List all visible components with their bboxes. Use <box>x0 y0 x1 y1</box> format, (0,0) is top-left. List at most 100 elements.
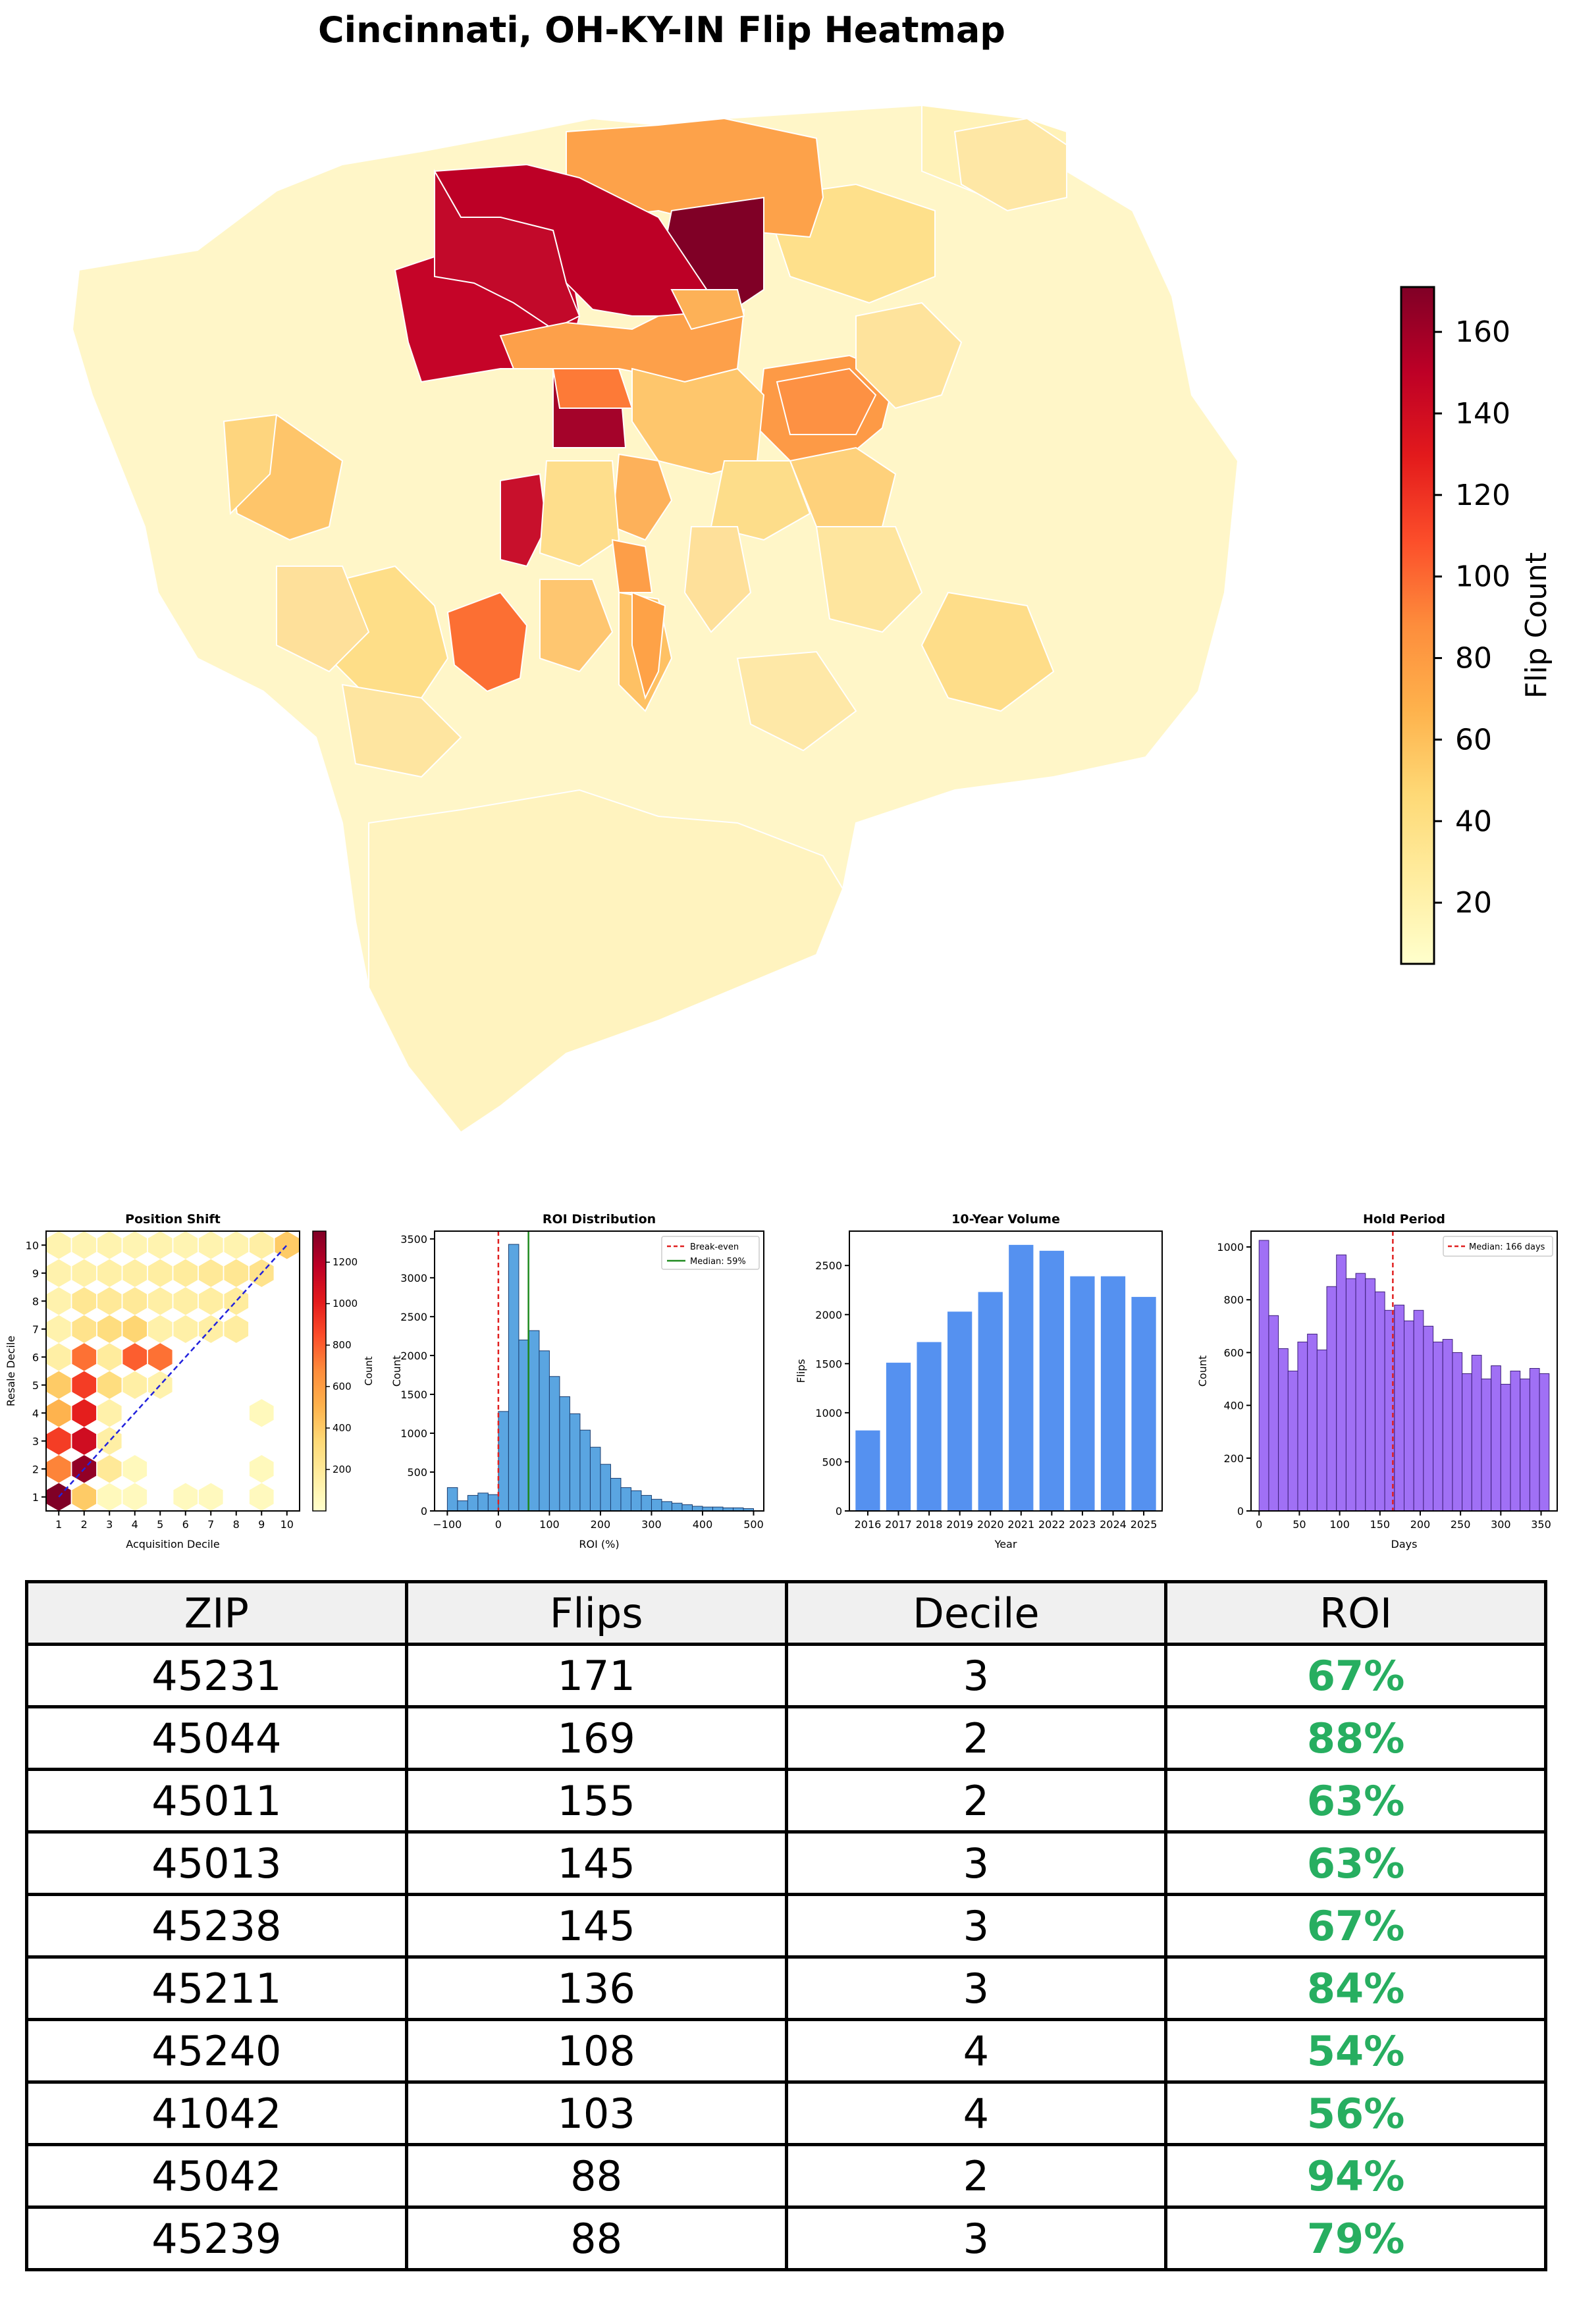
histogram-bar <box>671 1502 683 1512</box>
x-tick-label: 2025 <box>1131 1518 1158 1531</box>
x-tick-label: −100 <box>433 1518 462 1531</box>
hold-period-bar <box>1287 1371 1298 1512</box>
histogram-bar <box>681 1504 693 1512</box>
decile-cell: 3 <box>784 1955 1168 2021</box>
hold-period-bar <box>1297 1341 1308 1512</box>
hexbin-cell <box>249 1455 274 1483</box>
x-tick-label: 7 <box>207 1518 214 1531</box>
chart-title: Position Shift <box>125 1212 221 1227</box>
hexbin-cell <box>275 1231 300 1259</box>
hold-period-bar <box>1510 1371 1521 1512</box>
hold-period-bar <box>1365 1278 1375 1512</box>
y-tick-label: 0 <box>836 1505 842 1518</box>
x-tick-label: 300 <box>1491 1518 1511 1531</box>
hexbin-cell <box>46 1455 71 1483</box>
header-zip: ZIP <box>25 1580 408 1646</box>
hexbin-cell <box>122 1315 147 1343</box>
histogram-bar <box>579 1429 591 1512</box>
histogram-bar <box>569 1413 581 1512</box>
volume-bar <box>1131 1296 1156 1511</box>
table-row: 45239 88 3 79% <box>25 2205 1547 2271</box>
roi-distribution-chart: −100 0 100 200 300 400 500 0 500 1000 1500 2000 2500… <box>390 1212 764 1550</box>
roi-cell: 54% <box>1164 2018 1547 2084</box>
hexbin-cell <box>224 1231 249 1259</box>
map-colorbar-ticks: 20 40 60 80 100 120 140 160 <box>1434 315 1510 920</box>
y-tick-label: 1000 <box>1217 1241 1244 1254</box>
x-tick-label: 200 <box>591 1518 611 1531</box>
hexbin-cell <box>122 1231 147 1259</box>
hexbin-cell <box>46 1287 71 1315</box>
histogram-bar <box>467 1494 479 1512</box>
hexbin-cell <box>72 1231 97 1259</box>
plot-frame <box>1250 1230 1558 1512</box>
histogram-bar <box>498 1411 509 1512</box>
colorbar-tick-label: 1000 <box>333 1298 358 1309</box>
hexbin-cell <box>122 1259 147 1287</box>
x-tick-label: 2 <box>81 1518 88 1531</box>
y-tick-label: 400 <box>1223 1400 1244 1412</box>
diagonal-line <box>58 1244 288 1498</box>
roi-cell: 63% <box>1164 1830 1547 1896</box>
map-region-ne2 <box>776 367 877 435</box>
hold-period-bar <box>1345 1278 1356 1512</box>
y-tick-label: 1 <box>32 1491 39 1504</box>
hold-period-bar <box>1471 1354 1482 1512</box>
map-region-45241 <box>670 289 745 330</box>
hexbin-cell <box>72 1427 97 1455</box>
map-region-c5 <box>789 446 897 527</box>
y-tick-label: 2 <box>32 1463 39 1475</box>
colorbar-tick-label: 600 <box>333 1381 352 1392</box>
y-tick-label: 500 <box>822 1456 842 1468</box>
plot-frame <box>45 1230 300 1512</box>
map-region-c13 <box>953 117 1067 212</box>
y-axis-label: Count <box>1196 1356 1209 1387</box>
hexbin-cell <box>198 1231 223 1259</box>
zip-cell: 41042 <box>25 2080 408 2146</box>
decile-cell: 3 <box>784 1643 1168 1708</box>
hexbin-cell <box>173 1231 198 1259</box>
volume-bar <box>855 1430 880 1511</box>
histogram-bar <box>589 1446 601 1512</box>
y-tick-label: 0 <box>1237 1505 1244 1518</box>
volume-bar <box>886 1362 911 1511</box>
decile-cell: 2 <box>784 2143 1168 2209</box>
hexbin-cell <box>97 1259 122 1287</box>
histogram-bar <box>630 1490 642 1512</box>
hexbin-cell <box>198 1483 223 1511</box>
hold-period-bar <box>1433 1341 1443 1512</box>
hexbin-cell <box>122 1287 147 1315</box>
histogram-bar <box>610 1477 622 1512</box>
y-tick-label: 6 <box>32 1351 39 1363</box>
x-tick-label: 4 <box>132 1518 138 1531</box>
hexbin-cell <box>97 1343 122 1371</box>
region-41042 <box>446 591 528 693</box>
histogram-bar <box>446 1487 458 1512</box>
y-tick-label: 5 <box>32 1379 39 1392</box>
x-tick-label: 2022 <box>1038 1518 1065 1531</box>
hold-period-bar <box>1374 1291 1385 1512</box>
hexbin-cell <box>147 1315 173 1343</box>
x-tick-label: 9 <box>258 1518 265 1531</box>
hold-period-bar <box>1520 1379 1530 1512</box>
roi-cell: 67% <box>1164 1643 1547 1708</box>
hexbin-cell <box>97 1287 122 1315</box>
flips-cell: 169 <box>404 1705 788 1771</box>
plot-frame <box>434 1230 764 1512</box>
hexbin-cell <box>46 1399 71 1427</box>
map-colorbar-tick-label: 160 <box>1455 315 1510 349</box>
x-tick-label: 10 <box>280 1518 294 1531</box>
hexbin-cell <box>224 1259 249 1287</box>
table-row: 41042 103 4 56% <box>25 2080 1547 2146</box>
x-tick-label: 50 <box>1293 1518 1306 1531</box>
table-header-row: ZIP Flips Decile ROI <box>25 1580 1547 1646</box>
decile-cell: 3 <box>784 1830 1168 1896</box>
histogram-bar <box>559 1396 570 1512</box>
plot-frame <box>849 1230 1163 1512</box>
legend-label-median: Median: 59% <box>690 1257 746 1267</box>
hexbin-cell <box>97 1315 122 1343</box>
map-region-c6 <box>611 539 653 593</box>
zip-cell: 45238 <box>25 1893 408 1959</box>
map-colorbar-tick-label: 60 <box>1455 723 1492 756</box>
hold-period-bar <box>1336 1254 1346 1512</box>
hold-legend: Median: 166 days <box>1443 1236 1553 1257</box>
